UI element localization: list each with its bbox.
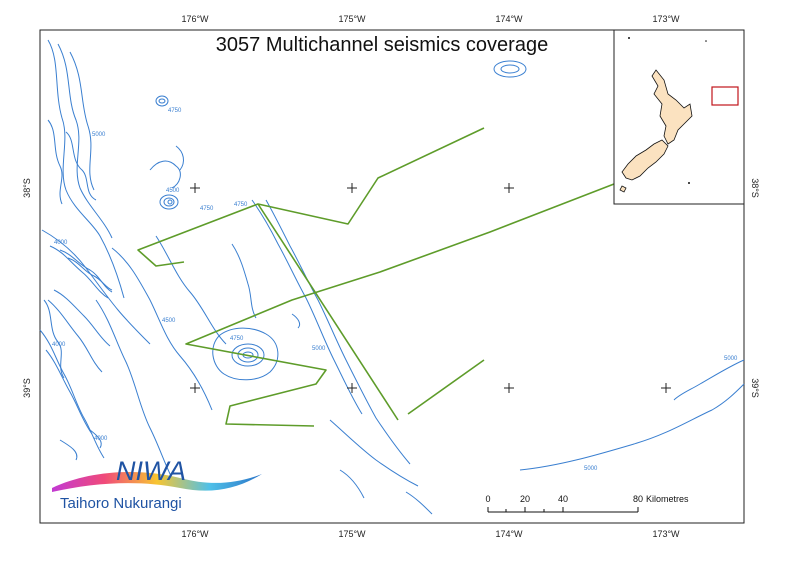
contour-label: 4750 <box>230 336 244 342</box>
lat-label-left-38: 38°S <box>22 178 32 198</box>
inset-south-island <box>621 139 669 181</box>
bathymetry-contours <box>39 39 745 515</box>
contour-label: 5000 <box>724 356 738 362</box>
lon-label-bottom-173: 173°W <box>652 529 680 539</box>
contour-labels: 4750 5000 4500 4750 4750 4000 4500 4750 … <box>52 108 738 472</box>
contour-label: 4500 <box>166 188 180 194</box>
lat-label-left-39: 39°S <box>22 378 32 398</box>
contour-label: 4750 <box>234 202 248 208</box>
lon-label-bottom-174: 174°W <box>495 529 523 539</box>
contour-label: 4500 <box>162 318 176 324</box>
inset-islet <box>628 37 630 39</box>
graticule-cross <box>347 383 357 393</box>
scale-label: 0 <box>485 494 490 504</box>
inset-islet <box>688 182 690 184</box>
inset-stewart-island <box>619 185 627 193</box>
lon-label-top-173: 173°W <box>652 14 680 24</box>
graticule-cross <box>504 383 514 393</box>
contour-label: 4000 <box>94 436 108 442</box>
survey-track-line <box>137 203 259 267</box>
survey-track-line <box>185 183 615 427</box>
graticule-cross <box>190 183 200 193</box>
graticule-cross <box>190 383 200 393</box>
logo-wordmark: NIWA <box>116 456 186 486</box>
scale-label: 20 <box>520 494 530 504</box>
inset-islet <box>705 40 707 42</box>
lon-label-bottom-175: 175°W <box>338 529 366 539</box>
niwa-logo: NIWA Taihoro Nukurangi <box>52 456 262 512</box>
inset-north-island <box>651 69 693 145</box>
scale-label: 40 <box>558 494 568 504</box>
lon-label-top-176: 176°W <box>181 14 209 24</box>
survey-track-line <box>257 127 485 421</box>
inset-study-area-box <box>711 86 739 106</box>
lat-label-right-38: 38°S <box>750 178 760 198</box>
logo-swoosh-icon <box>52 472 262 492</box>
scale-unit: Kilometres <box>646 494 689 504</box>
lon-label-top-175: 175°W <box>338 14 366 24</box>
contour-label: 4000 <box>54 240 68 246</box>
inset-map <box>613 29 745 205</box>
contour-label: 4000 <box>52 342 66 348</box>
contour-label: 4750 <box>168 108 182 114</box>
contour-label: 5000 <box>584 466 598 472</box>
survey-track-line <box>407 359 485 415</box>
contour-label: 5000 <box>312 346 326 352</box>
contour-label: 4750 <box>200 206 214 212</box>
lon-label-top-174: 174°W <box>495 14 523 24</box>
contour-label: 5000 <box>92 132 106 138</box>
map-title: 3057 Multichannel seismics coverage <box>216 34 548 56</box>
seismic-tracks <box>137 127 615 427</box>
graticule-cross <box>661 383 671 393</box>
scale-bar: 0 20 40 80 Kilometres <box>485 494 689 513</box>
graticule-cross <box>347 183 357 193</box>
graticule-crosses <box>190 183 671 393</box>
graticule-cross <box>504 183 514 193</box>
logo-subtitle: Taihoro Nukurangi <box>60 495 182 512</box>
scale-label: 80 <box>633 494 643 504</box>
lon-label-bottom-176: 176°W <box>181 529 209 539</box>
lat-label-right-39: 39°S <box>750 378 760 398</box>
